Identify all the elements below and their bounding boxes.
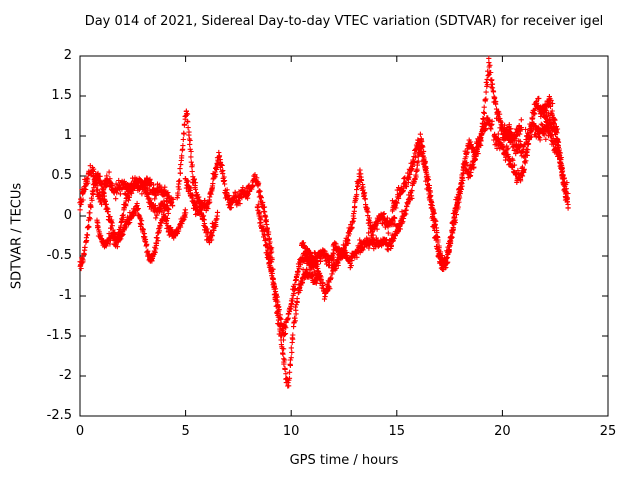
scatter-trace	[77, 163, 176, 213]
scatter-trace	[263, 237, 337, 343]
scatter-trace	[254, 202, 322, 389]
x-tick-label: 5	[181, 424, 190, 439]
x-tick-label: 15	[388, 424, 406, 439]
scatter-trace	[94, 200, 189, 264]
y-tick-label: -2.5	[46, 408, 72, 423]
y-tick-label: -1	[59, 288, 72, 303]
axis-ticks	[79, 55, 609, 417]
scatter-trace	[182, 149, 275, 263]
chart-title: Day 014 of 2021, Sidereal Day-to-day VTE…	[84, 14, 604, 29]
y-tick-label: -2	[59, 368, 72, 383]
y-tick-label: -0.5	[46, 248, 72, 263]
scatter-series	[77, 55, 571, 389]
x-tick-label: 10	[282, 424, 300, 439]
x-tick-label: 25	[599, 424, 617, 439]
scatter-trace	[539, 103, 571, 211]
y-tick-label: 2	[63, 48, 72, 63]
scatter-trace	[499, 119, 571, 208]
y-tick-label: 1.5	[51, 88, 72, 103]
y-axis-label: SDTVAR / TECUs	[9, 182, 25, 290]
plot-border	[79, 55, 609, 417]
x-tick-label: 0	[75, 424, 85, 439]
x-tick-label: 20	[494, 424, 511, 439]
y-tick-label: 0.5	[51, 168, 72, 183]
y-tick-label: 0	[63, 208, 72, 223]
y-tick-label: 1	[63, 128, 72, 143]
y-tick-label: -1.5	[46, 328, 72, 343]
scatter-trace	[330, 115, 495, 271]
x-axis-label: GPS time / hours	[289, 453, 399, 468]
scatter-trace	[389, 55, 525, 272]
